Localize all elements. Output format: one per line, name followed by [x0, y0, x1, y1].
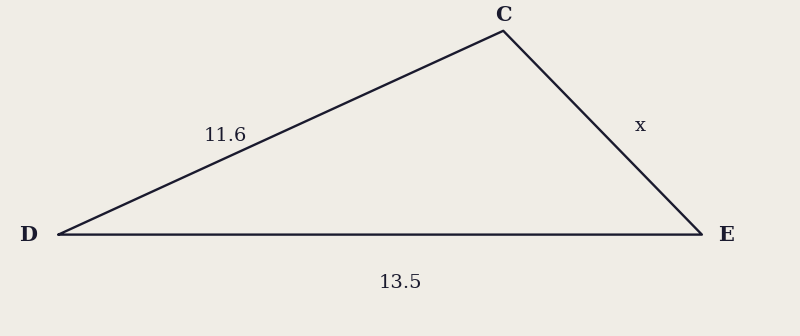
- Text: 13.5: 13.5: [378, 274, 422, 292]
- Text: x: x: [634, 117, 646, 135]
- Text: E: E: [718, 224, 734, 245]
- Text: C: C: [495, 5, 511, 25]
- Text: 11.6: 11.6: [203, 127, 247, 145]
- Text: D: D: [19, 224, 38, 245]
